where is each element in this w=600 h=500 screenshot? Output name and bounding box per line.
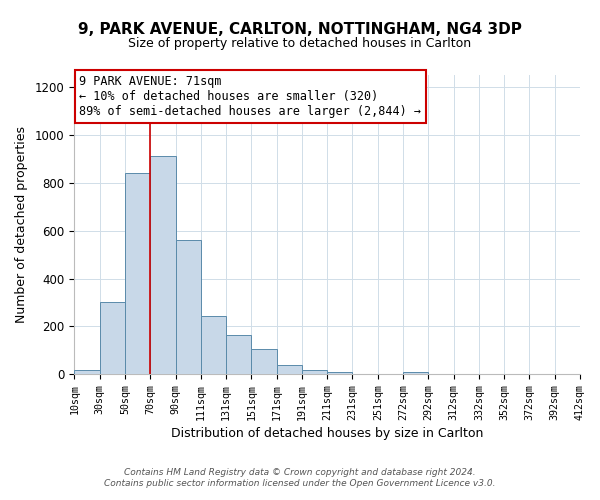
Bar	[176, 240, 201, 374]
Bar	[201, 316, 226, 374]
Bar	[277, 365, 302, 374]
Bar	[100, 302, 125, 374]
Bar	[74, 370, 100, 374]
Bar	[125, 173, 150, 374]
Bar	[302, 370, 327, 374]
Y-axis label: Number of detached properties: Number of detached properties	[15, 126, 28, 323]
Text: 9, PARK AVENUE, CARLTON, NOTTINGHAM, NG4 3DP: 9, PARK AVENUE, CARLTON, NOTTINGHAM, NG4…	[78, 22, 522, 38]
X-axis label: Distribution of detached houses by size in Carlton: Distribution of detached houses by size …	[171, 427, 484, 440]
Text: Size of property relative to detached houses in Carlton: Size of property relative to detached ho…	[128, 38, 472, 51]
Bar	[150, 156, 176, 374]
Bar	[327, 372, 352, 374]
Text: 9 PARK AVENUE: 71sqm
← 10% of detached houses are smaller (320)
89% of semi-deta: 9 PARK AVENUE: 71sqm ← 10% of detached h…	[79, 75, 421, 118]
Text: Contains HM Land Registry data © Crown copyright and database right 2024.
Contai: Contains HM Land Registry data © Crown c…	[104, 468, 496, 487]
Bar	[403, 372, 428, 374]
Bar	[226, 335, 251, 374]
Bar	[251, 349, 277, 374]
